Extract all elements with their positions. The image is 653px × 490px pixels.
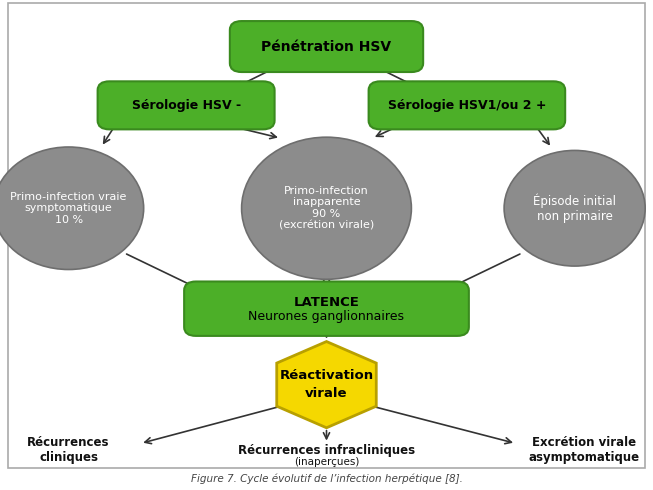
Ellipse shape	[504, 150, 645, 266]
Text: (inaperçues): (inaperçues)	[294, 457, 359, 466]
Polygon shape	[277, 342, 376, 428]
Ellipse shape	[0, 147, 144, 270]
Text: Excrétion virale
asymptomatique: Excrétion virale asymptomatique	[529, 436, 640, 464]
FancyBboxPatch shape	[230, 21, 423, 72]
Text: Sérologie HSV1/ou 2 +: Sérologie HSV1/ou 2 +	[388, 99, 546, 112]
Text: Primo-infection
inapparente
90 %
(excrétion virale): Primo-infection inapparente 90 % (excrét…	[279, 186, 374, 231]
Text: Neurones ganglionnaires: Neurones ganglionnaires	[249, 310, 404, 322]
Text: Réactivation: Réactivation	[279, 369, 374, 382]
FancyBboxPatch shape	[368, 81, 565, 129]
Text: Figure 7. Cycle évolutif de l’infection herpétique [8].: Figure 7. Cycle évolutif de l’infection …	[191, 474, 462, 485]
Text: Primo-infection vraie
symptomatique
10 %: Primo-infection vraie symptomatique 10 %	[10, 192, 127, 225]
Text: Récurrences infracliniques: Récurrences infracliniques	[238, 444, 415, 457]
Text: Sérologie HSV -: Sérologie HSV -	[131, 99, 241, 112]
Text: virale: virale	[305, 387, 348, 400]
FancyBboxPatch shape	[184, 281, 469, 336]
Ellipse shape	[242, 137, 411, 279]
Text: Épisode initial
non primaire: Épisode initial non primaire	[533, 194, 616, 223]
Text: Récurrences
cliniques: Récurrences cliniques	[27, 436, 110, 464]
FancyBboxPatch shape	[98, 81, 275, 129]
Text: LATENCE: LATENCE	[294, 296, 359, 309]
Text: Pénétration HSV: Pénétration HSV	[261, 40, 392, 53]
